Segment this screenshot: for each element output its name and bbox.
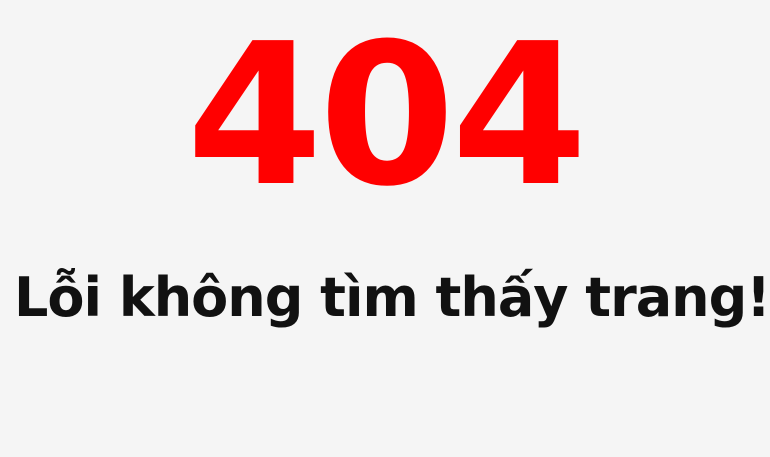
error-message: Lỗi không tìm thấy trang!	[14, 266, 770, 329]
error-code: 404	[186, 2, 587, 230]
